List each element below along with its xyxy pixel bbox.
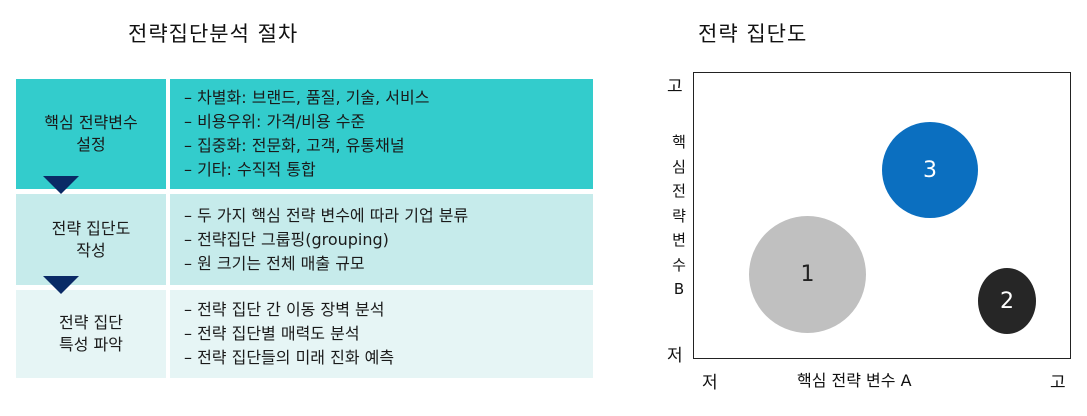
step-content-2: – 두 가지 핵심 전략 변수에 따라 기업 분류 – 전략집단 그룹핑(gro… — [170, 194, 593, 285]
step-label-2: 전략 집단도 작성 — [16, 194, 166, 285]
step-1-item: – 차별화: 브랜드, 품질, 기술, 서비스 — [184, 88, 430, 107]
y-axis-low-label: 저 — [667, 346, 683, 366]
step-2-item: – 두 가지 핵심 전략 변수에 따라 기업 분류 — [184, 205, 469, 225]
strategic-group-map — [693, 72, 1071, 359]
step-2-item: – 원 크기는 전체 매출 규모 — [184, 253, 365, 273]
step-content-3: – 전략 집단 간 이동 장벽 분석 – 전략 집단별 매력도 분석 – 전략 … — [170, 290, 593, 378]
y-axis-title: 핵심전략변수B — [672, 133, 686, 298]
step-2-item: – 전략집단 그룹핑(grouping) — [184, 229, 389, 249]
step-content-1: – 차별화: 브랜드, 품질, 기술, 서비스 – 비용우위: 가격/비용 수준… — [170, 79, 593, 189]
step-row-3: 전략 집단 특성 파악 – 전략 집단 간 이동 장벽 분석 – 전략 집단별 … — [16, 290, 593, 378]
step-label-1-line2: 설정 — [76, 135, 106, 154]
step-label-3-line1: 전략 집단 — [59, 313, 123, 332]
x-axis-high-label: 고 — [1050, 373, 1066, 393]
group-bubble-2-label: 2 — [1000, 288, 1014, 314]
group-bubble-3: 3 — [882, 122, 978, 218]
group-bubble-1: 1 — [749, 216, 866, 333]
step-3-item: – 전략 집단들의 미래 진화 예측 — [184, 348, 395, 367]
map-title: 전략 집단도 — [698, 22, 808, 46]
procedure-title: 전략집단분석 절차 — [128, 22, 299, 46]
x-axis-title: 핵심 전략 변수 A — [797, 371, 912, 390]
down-arrow-icon — [43, 276, 79, 294]
step-row-1: 핵심 전략변수 설정 – 차별화: 브랜드, 품질, 기술, 서비스 – 비용우… — [16, 79, 593, 189]
y-axis-high-label: 고 — [667, 77, 683, 97]
step-1-item: – 기타: 수직적 통합 — [184, 160, 316, 179]
step-label-3-line2: 특성 파악 — [59, 335, 123, 354]
step-label-1: 핵심 전략변수 설정 — [16, 79, 166, 189]
step-label-2-line1: 전략 집단도 — [51, 218, 131, 238]
group-bubble-1-label: 1 — [800, 262, 815, 287]
group-bubble-2: 2 — [978, 268, 1036, 334]
step-label-2-line2: 작성 — [76, 240, 106, 260]
step-label-1-line1: 핵심 전략변수 — [44, 113, 138, 132]
step-row-2: 전략 집단도 작성 – 두 가지 핵심 전략 변수에 따라 기업 분류 – 전략… — [16, 194, 593, 285]
group-bubble-3-label: 3 — [923, 157, 937, 183]
down-arrow-icon — [43, 176, 79, 194]
step-label-3: 전략 집단 특성 파악 — [16, 290, 166, 378]
step-3-item: – 전략 집단 간 이동 장벽 분석 — [184, 300, 385, 319]
x-axis-low-label: 저 — [702, 373, 718, 393]
step-3-item: – 전략 집단별 매력도 분석 — [184, 324, 360, 343]
step-1-item: – 비용우위: 가격/비용 수준 — [184, 112, 366, 131]
step-1-item: – 집중화: 전문화, 고객, 유통채널 — [184, 136, 405, 155]
